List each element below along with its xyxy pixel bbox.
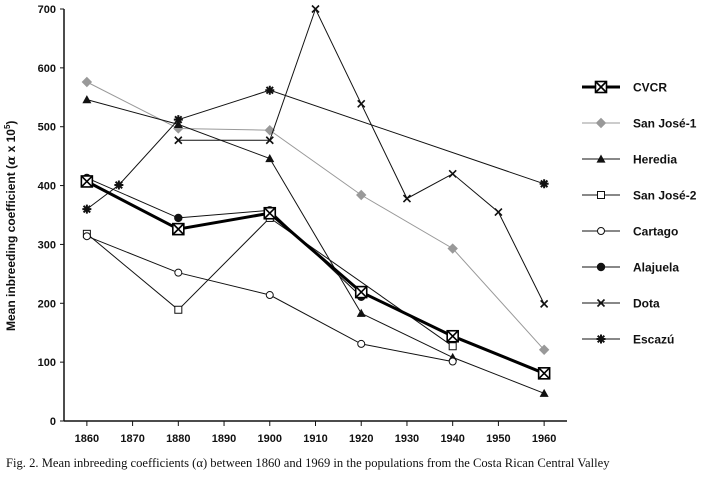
- data-point: [357, 99, 366, 108]
- data-point: [173, 115, 183, 125]
- legend-label: Heredia: [633, 153, 677, 167]
- data-point: [263, 206, 277, 220]
- data-point: [174, 213, 183, 223]
- legend-marker: [595, 117, 607, 129]
- series-line: [86, 89, 545, 210]
- series-escaz-: [82, 85, 549, 214]
- series-dota: [174, 4, 549, 308]
- data-point: [448, 169, 457, 178]
- data-point: [538, 344, 550, 355]
- series-cvcr: [80, 175, 551, 380]
- line-chart: 0 100 200 300 400 500 600 700 1860 1870 1880 1890 19…: [3, 4, 697, 445]
- data-point: [311, 4, 320, 14]
- legend-label: Alajuela: [633, 261, 679, 275]
- data-point: [402, 194, 412, 203]
- data-point: [540, 299, 549, 308]
- legend-marker: [596, 298, 606, 308]
- x-tick-label: 1940: [440, 433, 464, 445]
- data-point: [448, 342, 457, 351]
- data-point: [448, 357, 457, 366]
- y-tick-label: 200: [38, 298, 56, 310]
- series-line: [86, 177, 362, 298]
- figure-caption: Fig. 2. Mean inbreeding coefficients (α)…: [6, 456, 610, 470]
- data-point: [174, 268, 183, 277]
- data-point: [82, 204, 92, 214]
- y-tick-label: 400: [38, 181, 56, 193]
- y-tick-label: 500: [38, 122, 56, 134]
- data-point: [447, 243, 458, 254]
- data-point: [265, 153, 275, 163]
- legend-marker: [596, 262, 606, 272]
- data-point: [80, 175, 94, 188]
- data-point: [446, 329, 459, 343]
- data-point: [114, 180, 124, 190]
- data-point: [82, 232, 91, 241]
- legend-item: Escazú: [582, 333, 674, 347]
- legend-label: Escazú: [633, 333, 674, 347]
- data-point: [172, 222, 185, 236]
- data-point: [174, 305, 183, 314]
- data-point: [539, 179, 549, 189]
- data-point: [537, 367, 551, 380]
- tick-marks: 0 100 200 300 400 500 600 700 1860 1870 1880 1890 19…: [38, 4, 557, 445]
- y-tick-label: 0: [50, 416, 56, 428]
- series-alajuela: [82, 173, 366, 302]
- y-tick-label: 100: [38, 357, 56, 369]
- legend-item: CVCR: [582, 81, 667, 95]
- x-tick-label: 1910: [303, 433, 327, 445]
- x-tick-label: 1950: [486, 433, 510, 445]
- legend-item: San José-2: [582, 189, 697, 203]
- legend-item: Dota: [582, 297, 660, 311]
- legend-marker: [597, 227, 605, 235]
- legend-marker: [597, 191, 605, 199]
- data-point: [265, 85, 275, 95]
- x-tick-label: 1960: [532, 433, 556, 445]
- chart-axes: [63, 9, 567, 422]
- series-line: [178, 7, 545, 305]
- series-cartago: [82, 232, 457, 366]
- legend-marker: [596, 334, 606, 344]
- legend-item: Cartago: [582, 225, 678, 239]
- data-point: [264, 125, 275, 136]
- legend-label: Cartago: [633, 225, 678, 239]
- x-tick-label: 1890: [212, 433, 236, 445]
- data-point: [494, 207, 503, 217]
- x-tick-label: 1900: [258, 433, 282, 445]
- series-heredia: [82, 95, 549, 397]
- data-point: [539, 388, 549, 397]
- legend-label: San José-1: [633, 117, 697, 131]
- legend-item: Heredia: [582, 153, 677, 167]
- x-tick-label: 1860: [75, 433, 99, 445]
- legend-item: Alajuela: [582, 261, 679, 275]
- legend-label: San José-2: [633, 189, 697, 203]
- data-point: [265, 136, 274, 145]
- legend-item: San José-1: [582, 117, 697, 131]
- y-tick-label: 600: [38, 63, 56, 75]
- series-san-jos-2: [82, 213, 457, 351]
- series-line: [86, 217, 453, 347]
- x-tick-label: 1930: [395, 433, 419, 445]
- x-tick-label: 1870: [120, 433, 144, 445]
- x-tick-label: 1920: [349, 433, 373, 445]
- legend-marker: [596, 154, 606, 163]
- x-tick-label: 1880: [166, 433, 190, 445]
- data-point: [354, 285, 368, 299]
- series-group: [80, 4, 551, 397]
- data-point: [174, 136, 183, 145]
- data-point: [356, 308, 366, 317]
- series-line: [86, 180, 545, 375]
- data-point: [357, 339, 366, 348]
- y-axis-label: Mean inbreeding coefficient (α x 105): [3, 121, 18, 331]
- legend-label: Dota: [633, 297, 660, 311]
- legend: CVCR San José-1 Heredia San José-2 Cartago Al…: [582, 81, 697, 347]
- y-tick-label: 300: [38, 239, 56, 251]
- legend-marker: [594, 80, 608, 94]
- data-point: [81, 76, 93, 88]
- data-point: [265, 291, 274, 300]
- series-line: [86, 99, 545, 394]
- y-tick-label: 700: [38, 4, 56, 16]
- legend-label: CVCR: [633, 81, 667, 95]
- data-point: [356, 189, 367, 201]
- data-point: [82, 95, 92, 104]
